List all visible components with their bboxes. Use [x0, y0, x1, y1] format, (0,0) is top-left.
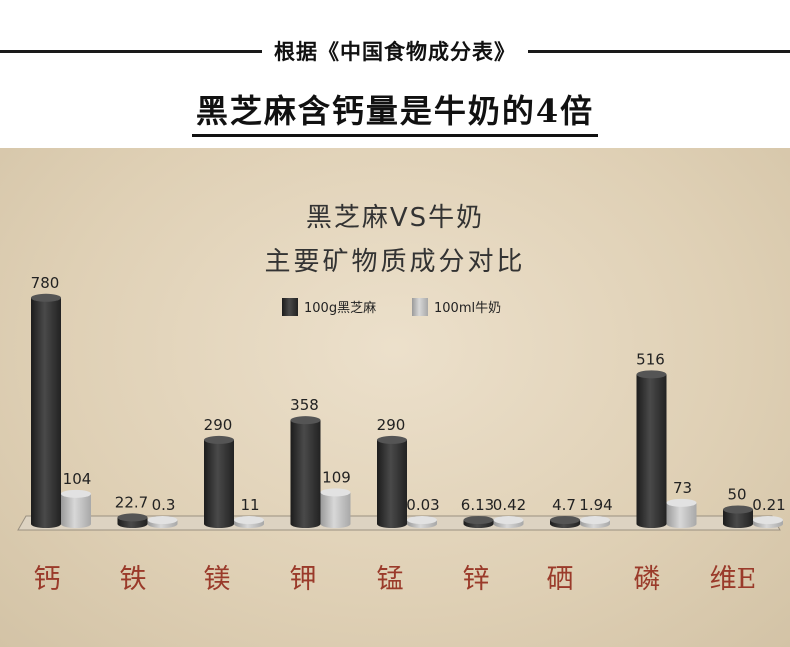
bar-milk-4 [407, 516, 437, 528]
data-label-sesame-4: 290 [377, 416, 406, 434]
bar-milk-5 [493, 516, 524, 528]
bar-milk-2 [234, 516, 264, 528]
data-label-milk-6: 1.94 [579, 496, 612, 514]
data-label-milk-7: 73 [673, 479, 692, 497]
chart-legend: 100g黑芝麻 100ml牛奶 [282, 298, 501, 316]
chart-canvas: 黑芝麻VS牛奶 主要矿物质成分对比 100g黑芝麻 100ml牛奶 780 104 2… [17, 203, 786, 595]
data-label-sesame-5: 6.13 [461, 496, 494, 514]
bar-milk-0 [61, 489, 91, 528]
headline-text: 黑芝麻含钙量是牛奶的4倍 [191, 86, 599, 137]
data-label-milk-8: 0.21 [752, 496, 785, 514]
data-label-milk-5: 0.42 [493, 496, 526, 514]
bar-sesame-1 [117, 513, 148, 528]
header-rule-left [0, 50, 262, 53]
category-label-5: 锌 [463, 564, 490, 595]
data-label-sesame-2: 290 [204, 416, 233, 434]
bar-sesame-3 [290, 416, 321, 528]
header-rule-right [528, 50, 790, 53]
data-label-milk-3: 109 [322, 468, 351, 486]
bar-milk-1 [147, 516, 178, 528]
category-label-4: 锰 [377, 564, 404, 595]
source-caption: 根据《中国食物成分表》 [274, 40, 516, 64]
bar-sesame-2 [204, 435, 234, 528]
data-label-sesame-3: 358 [290, 396, 319, 414]
category-label-7: 磷 [634, 564, 661, 595]
bar-sesame-7 [636, 370, 667, 528]
chart-categories: 钙 铁 镁 钾 锰 锌 硒 磷 维E [34, 564, 757, 595]
category-label-1: 铁 [120, 564, 147, 595]
data-label-sesame-7: 516 [636, 350, 665, 368]
bar-milk-3 [320, 488, 351, 528]
data-label-sesame-0: 780 [31, 274, 60, 292]
legend-swatch-milk [412, 298, 428, 316]
bar-sesame-6 [550, 516, 580, 528]
data-label-milk-2: 11 [240, 496, 259, 514]
category-label-6: 硒 [547, 564, 574, 595]
bar-sesame-8 [723, 505, 753, 528]
bar-milk-8 [753, 516, 783, 528]
legend-label-milk: 100ml牛奶 [434, 301, 501, 316]
chart-panel: 黑芝麻VS牛奶 主要矿物质成分对比 100g黑芝麻 100ml牛奶 780 104 2… [0, 148, 790, 647]
category-label-2: 镁 [204, 564, 231, 595]
chart-title-line2: 主要矿物质成分对比 [264, 247, 525, 277]
data-label-sesame-8: 50 [727, 486, 746, 504]
bar-milk-6 [580, 516, 610, 528]
bar-sesame-4 [377, 435, 407, 528]
bar-sesame-0 [31, 293, 61, 528]
legend-swatch-sesame [282, 298, 298, 316]
category-label-0: 钙 [34, 564, 61, 595]
bar-sesame-5 [463, 516, 494, 528]
category-label-8: 维E [710, 564, 757, 595]
bar-milk-7 [666, 498, 697, 528]
header: 根据《中国食物成分表》 黑芝麻含钙量是牛奶的4倍 [0, 0, 790, 148]
data-label-milk-0: 104 [63, 470, 92, 488]
data-label-milk-1: 0.3 [152, 496, 176, 514]
data-label-sesame-6: 4.7 [552, 496, 576, 514]
data-label-sesame-1: 22.7 [115, 493, 148, 511]
chart-title-line1: 黑芝麻VS牛奶 [306, 203, 484, 233]
legend-label-sesame: 100g黑芝麻 [304, 300, 376, 316]
headline: 黑芝麻含钙量是牛奶的4倍 [0, 86, 790, 137]
chart-bars: 780 104 22.7 0.3 290 11 358 109 290 0.03 6.130.42 4… [31, 274, 786, 528]
category-label-3: 钾 [290, 564, 317, 595]
data-label-milk-4: 0.03 [406, 496, 439, 514]
